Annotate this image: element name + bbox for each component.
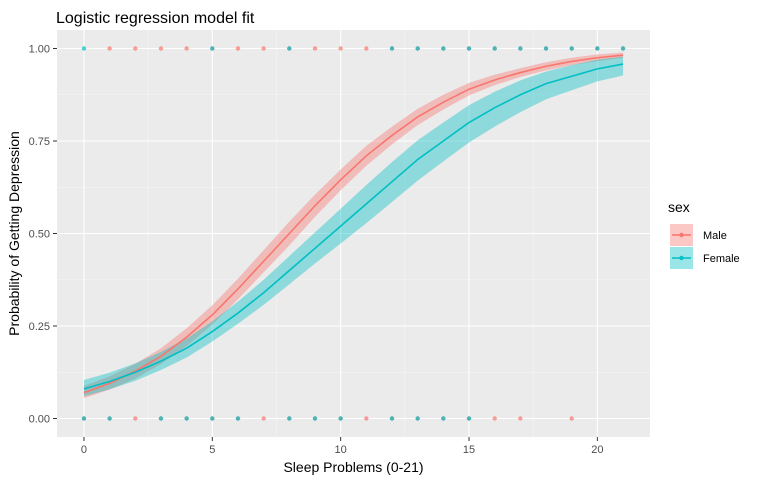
data-point-male [569, 416, 574, 421]
data-point-male [364, 416, 369, 421]
data-point-male [133, 416, 138, 421]
data-point-female [441, 46, 446, 51]
data-point-female [184, 416, 189, 421]
confidence-ribbon-male [83, 52, 624, 399]
data-point-male [261, 416, 266, 421]
data-point-female [81, 46, 87, 51]
data-point-female [312, 416, 318, 421]
data-point-male [518, 416, 523, 421]
data-point-female [595, 46, 600, 51]
data-point-female [441, 416, 446, 421]
legend-keys: Male Female [670, 224, 740, 269]
legend-key-point-male [679, 232, 684, 238]
data-point-male [312, 46, 318, 51]
data-point-female [235, 416, 241, 421]
x-tick-label: 0 [81, 444, 87, 456]
fit-line-female [83, 63, 624, 390]
data-point-female [338, 416, 343, 421]
data-point-female [389, 416, 395, 421]
legend: sex Male Female [668, 199, 740, 269]
data-point-female [415, 416, 420, 421]
chart-title: Logistic regression model fit [56, 10, 255, 27]
data-point-male [364, 46, 369, 51]
data-point-female [543, 46, 549, 51]
y-tick-label: 0.75 [29, 136, 50, 148]
y-tick-label: 0.00 [29, 414, 50, 426]
data-point-female [415, 46, 420, 51]
legend-label-female: Female [703, 253, 740, 265]
x-axis: 0 5 10 15 20 [81, 437, 603, 456]
data-point-female [569, 46, 574, 51]
data-point-male [235, 46, 241, 51]
x-axis-title: Sleep Problems (0-21) [283, 459, 423, 475]
data-point-female [518, 46, 523, 51]
x-tick-label: 10 [335, 444, 347, 456]
data-point-female [287, 416, 292, 421]
series-layer [83, 52, 624, 399]
legend-title: sex [668, 199, 690, 215]
x-tick-label: 5 [209, 444, 215, 456]
data-point-female [158, 416, 164, 421]
confidence-ribbon-female [83, 56, 624, 397]
grid-major [57, 30, 650, 437]
x-tick-label: 15 [463, 444, 475, 456]
data-point-male [338, 46, 343, 51]
y-tick-label: 1.00 [29, 44, 50, 56]
data-point-male [184, 46, 189, 51]
data-point-male [261, 46, 266, 51]
data-point-female [620, 46, 626, 51]
data-point-male [107, 46, 112, 51]
data-point-female [81, 416, 87, 421]
y-tick-label: 0.25 [29, 321, 50, 333]
points-layer [81, 46, 626, 421]
data-point-female [492, 46, 497, 51]
data-point-female [466, 46, 472, 51]
y-axis-title: Probability of Getting Depression [6, 131, 22, 336]
x-tick-label: 20 [591, 444, 603, 456]
y-tick-label: 0.50 [29, 229, 50, 241]
data-point-female [466, 416, 472, 421]
data-point-female [389, 46, 395, 51]
data-point-male [492, 416, 497, 421]
data-point-female [107, 416, 112, 421]
data-point-male [158, 46, 164, 51]
fit-line-male [83, 54, 624, 394]
data-point-female [210, 416, 215, 421]
legend-key-point-female [679, 255, 684, 261]
data-point-male [133, 46, 138, 51]
data-point-female [287, 46, 292, 51]
legend-label-male: Male [703, 230, 727, 242]
data-point-female [210, 46, 215, 51]
y-axis: 0.00 0.25 0.50 0.75 1.00 [29, 44, 57, 426]
